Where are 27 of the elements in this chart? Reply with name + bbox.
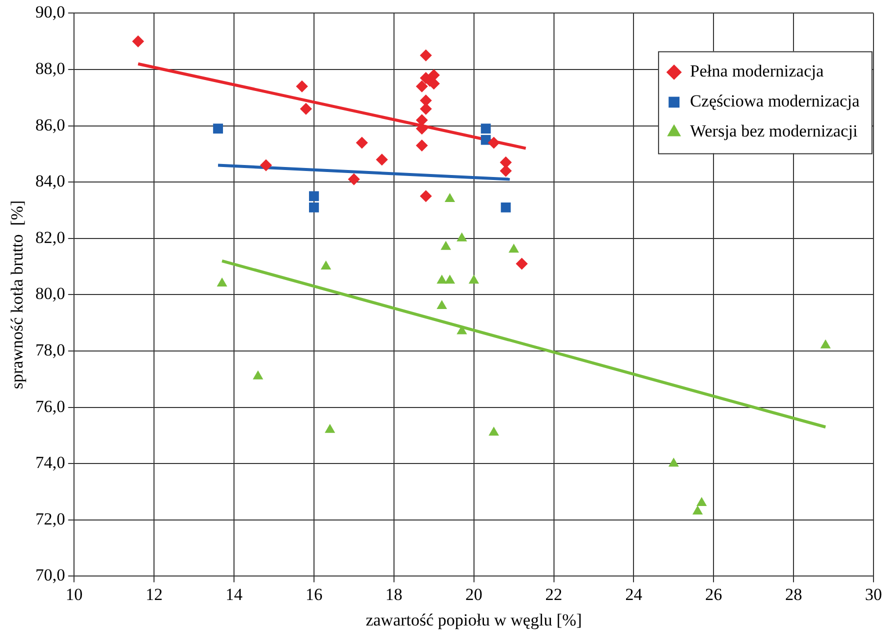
legend-label: Częściowa modernizacja (690, 92, 860, 111)
y-tick-label: 78,0 (35, 340, 66, 360)
x-tick-label: 16 (305, 584, 322, 604)
y-tick-label: 90,0 (35, 2, 66, 22)
y-tick-label: 76,0 (35, 396, 66, 416)
x-tick-label: 24 (625, 584, 643, 604)
y-tick-label: 82,0 (35, 228, 66, 247)
y-tick-label: 84,0 (35, 172, 66, 191)
x-tick-label: 26 (705, 584, 722, 604)
y-tick-label: 80,0 (35, 284, 66, 304)
x-tick-label: 28 (785, 584, 802, 604)
x-tick-label: 30 (865, 584, 882, 604)
y-tick-label: 86,0 (35, 115, 66, 134)
x-tick-label: 22 (545, 584, 562, 604)
y-tick-label: 72,0 (35, 509, 66, 528)
x-tick-label: 14 (226, 584, 244, 604)
x-tick-label: 10 (66, 584, 83, 604)
legend-label: Wersja bez modernizacji (690, 122, 858, 141)
legend-label: Pełna modernizacja (690, 62, 824, 81)
x-tick-label: 12 (146, 584, 163, 604)
y-tick-label: 74,0 (35, 453, 66, 472)
x-tick-label: 18 (385, 584, 402, 604)
x-axis-title: zawartość popiołu w węglu [%] (366, 610, 582, 630)
y-tick-label: 70,0 (35, 566, 66, 585)
y-tick-label: 88,0 (35, 58, 66, 78)
y-axis-title: sprawność kotła brutto [%] (8, 200, 27, 390)
x-tick-label: 20 (465, 584, 482, 604)
